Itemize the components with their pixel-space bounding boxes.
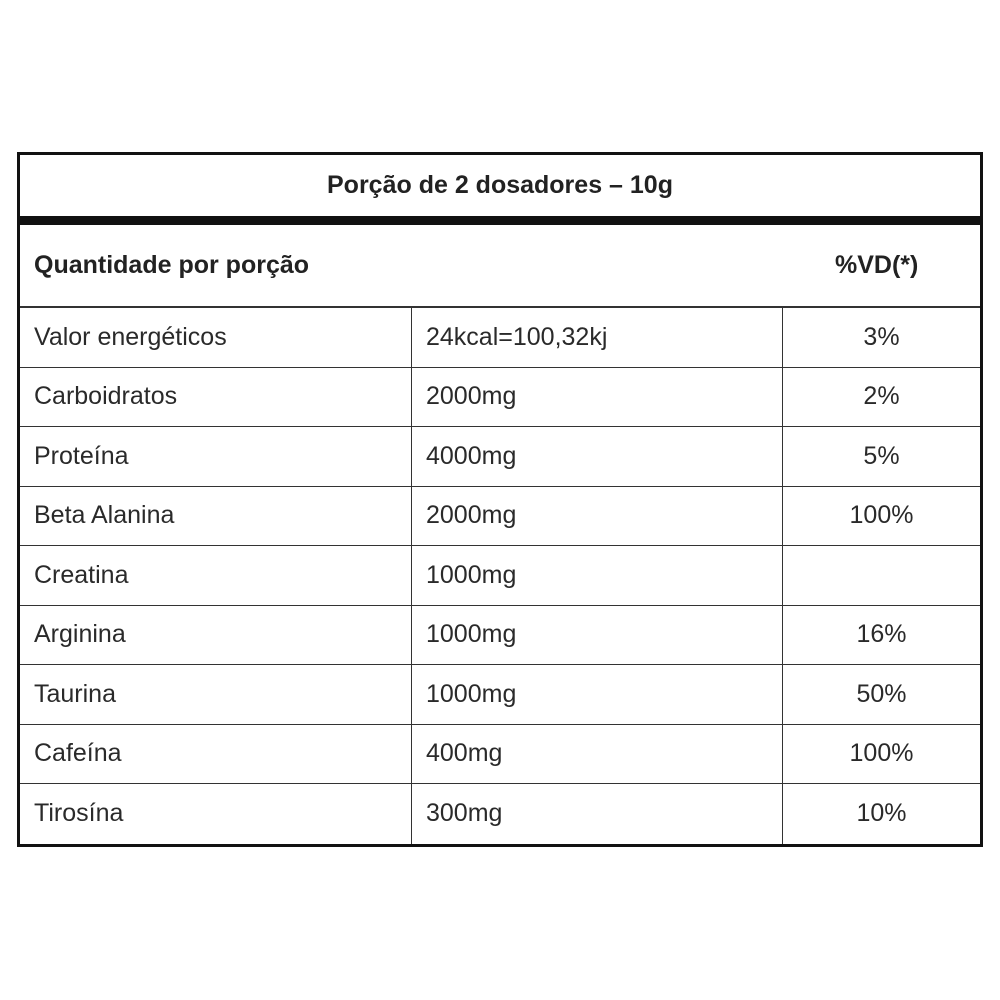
nutrient-daily-value: 5%	[863, 441, 900, 470]
nutrient-name: Carboidratos	[20, 367, 412, 426]
nutrient-name: Valor energéticos	[20, 308, 412, 367]
table-row: Tirosína 300mg 10%	[20, 784, 980, 844]
nutrient-daily-value: 10%	[856, 799, 907, 828]
nutrient-amount: 1000mg	[412, 605, 783, 664]
nutrition-facts-table: Porção de 2 dosadores – 10g Quantidade p…	[17, 152, 983, 847]
table-row: Valor energéticos 24kcal=100,32kj 3%	[20, 308, 980, 368]
nutrient-amount: 1000mg	[412, 665, 783, 724]
column-header-row: Quantidade por porção %VD(*)	[20, 225, 980, 308]
nutrient-amount: 400mg	[412, 724, 783, 783]
nutrient-amount: 1000mg	[412, 546, 783, 605]
nutrient-name: Arginina	[20, 605, 412, 664]
nutrient-amount: 24kcal=100,32kj	[412, 308, 783, 367]
nutrient-daily-value: 100%	[849, 739, 914, 768]
table-row: Beta Alanina 2000mg 100%	[20, 486, 980, 546]
table-row: Carboidratos 2000mg 2%	[20, 367, 980, 427]
nutrient-rows: Valor energéticos 24kcal=100,32kj 3% Car…	[20, 308, 980, 844]
table-row: Taurina 1000mg 50%	[20, 665, 980, 725]
nutrient-daily-value	[783, 546, 980, 605]
nutrient-name: Tirosína	[20, 784, 412, 844]
nutrient-name: Cafeína	[20, 724, 412, 783]
nutrient-name: Taurina	[20, 665, 412, 724]
table-row: Arginina 1000mg 16%	[20, 605, 980, 665]
quantity-per-portion-header: Quantidade por porção	[34, 251, 310, 279]
table-row: Proteína 4000mg 5%	[20, 427, 980, 487]
table-row: Creatina 1000mg	[20, 546, 980, 606]
portion-title: Porção de 2 dosadores – 10g	[327, 171, 673, 199]
nutrient-name: Creatina	[20, 546, 412, 605]
nutrient-amount: 2000mg	[412, 486, 783, 545]
nutrient-amount: 2000mg	[412, 367, 783, 426]
daily-value-header: %VD(*)	[835, 251, 919, 279]
portion-header: Porção de 2 dosadores – 10g	[20, 155, 980, 216]
nutrient-daily-value: 2%	[863, 382, 900, 411]
nutrient-name: Beta Alanina	[20, 486, 412, 545]
nutrient-daily-value: 100%	[849, 501, 914, 530]
nutrient-daily-value: 16%	[856, 620, 907, 649]
nutrient-amount: 4000mg	[412, 427, 783, 486]
nutrient-amount: 300mg	[412, 784, 783, 844]
nutrient-name: Proteína	[20, 427, 412, 486]
nutrient-daily-value: 50%	[856, 679, 907, 708]
thick-divider	[20, 216, 980, 225]
table-row: Cafeína 400mg 100%	[20, 724, 980, 784]
nutrient-daily-value: 3%	[863, 322, 900, 351]
